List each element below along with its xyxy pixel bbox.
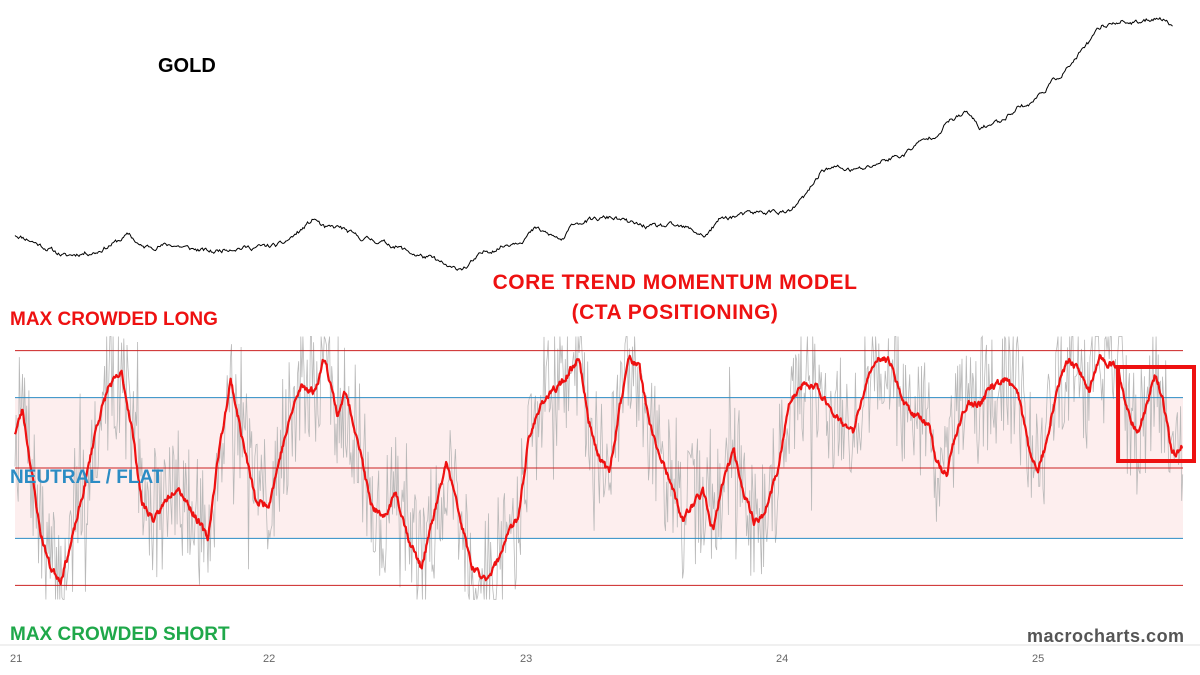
highlight-box — [1116, 365, 1197, 463]
model-title-line1: CORE TREND MOMENTUM MODEL — [492, 271, 858, 294]
model-title: CORE TREND MOMENTUM MODEL (CTA POSITIONI… — [420, 268, 930, 328]
max-crowded-long-label: MAX CROWDED LONG — [10, 309, 218, 330]
x-tick-label: 25 — [1032, 653, 1045, 665]
x-tick-label: 22 — [263, 653, 276, 665]
gold-price-line — [14, 16, 1173, 271]
neutral-flat-label: NEUTRAL / FLAT — [10, 467, 164, 488]
x-tick-label: 24 — [776, 653, 789, 665]
gold-title: GOLD — [158, 55, 216, 77]
model-title-line2: (CTA POSITIONING) — [571, 301, 779, 324]
x-tick-label: 21 — [10, 653, 23, 665]
x-tick-label: 23 — [520, 653, 533, 665]
max-crowded-short-label: MAX CROWDED SHORT — [10, 624, 230, 645]
cta-positioning-line — [13, 354, 1184, 586]
watermark: macrocharts.com — [1027, 626, 1185, 646]
